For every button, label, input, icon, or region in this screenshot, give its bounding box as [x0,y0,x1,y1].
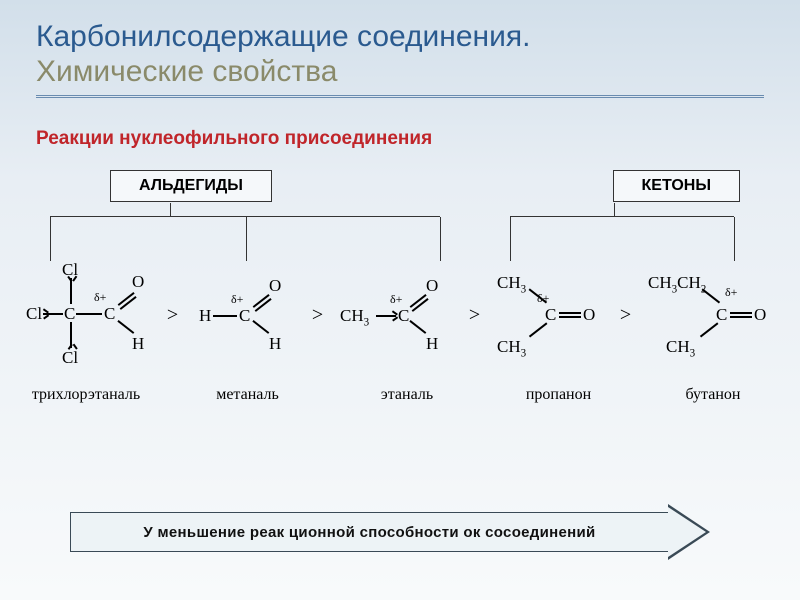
atom-ch3ch2: CH3CH2 [648,273,706,295]
label-methanal: метаналь [185,386,311,404]
title-sub: Химические свойства [36,55,764,90]
title-divider [36,95,764,98]
atom-ch3: CH3 [497,273,526,295]
atom-c: C [104,304,115,324]
bracket-ketones [510,216,734,260]
atom-c: C [545,305,556,325]
arrow-body: У меньшение реак ционной способности ок … [70,512,668,552]
bracket-aldehydes [50,216,440,260]
atom-ch3: CH3 [340,306,369,328]
atom-o: O [269,276,281,296]
formula-methanal: H C O H δ+ [195,270,295,360]
title-main: Карбонилсодержащие соединения. [36,20,764,55]
title-block: Карбонилсодержащие соединения. Химически… [0,0,800,106]
atom-cl: Cl [62,348,78,368]
atom-h: H [426,334,438,354]
compound-labels: трихлорэтаналь метаналь этаналь пропанон… [24,386,776,404]
label-trichloroethanal: трихлорэтаналь [24,386,148,404]
delta-plus: δ+ [231,292,243,307]
arrow-text: У меньшение реак ционной способности ок … [143,524,595,541]
atom-c: C [64,304,75,324]
delta-plus: δ+ [390,292,402,307]
gt-1: > [165,304,180,327]
atom-c: C [398,306,409,326]
category-row: АЛЬДЕГИДЫ КЕТОНЫ [110,170,740,202]
delta-plus: δ+ [725,285,737,300]
formula-row: Cl Cl Cl C C O H δ+ [26,250,774,380]
category-aldehydes: АЛЬДЕГИДЫ [110,170,272,202]
reactivity-arrow: У меньшение реак ционной способности ок … [70,504,730,560]
bracket-row [40,202,760,250]
gt-4: > [618,304,633,327]
gt-3: > [467,304,482,327]
category-ketones: КЕТОНЫ [613,170,740,202]
label-butanone: бутанон [650,386,776,404]
atom-ch3: CH3 [497,337,526,359]
atom-h: H [269,334,281,354]
slide: Карбонилсодержащие соединения. Химически… [0,0,800,600]
formula-ethanal: CH3 C O H δ+ [340,270,452,360]
formula-trichloroethanal: Cl Cl Cl C C O H δ+ [26,256,150,374]
delta-plus: δ+ [94,290,106,305]
gt-2: > [310,304,325,327]
formula-propanone: CH3 CH3 C O δ+ [497,265,603,365]
label-ethanal: этаналь [347,386,467,404]
atom-o: O [132,272,144,292]
label-propanone: пропанон [504,386,614,404]
subtitle-text: Реакции нуклеофильного присоединения [36,128,432,149]
arrow-head-icon [668,504,710,560]
atom-o: O [583,305,595,325]
formula-butanone: CH3CH2 CH3 C O δ+ [648,265,774,365]
atom-h: H [199,306,211,326]
atom-ch3: CH3 [666,337,695,359]
atom-cl: Cl [26,304,42,324]
atom-c: C [239,306,250,326]
atom-c: C [716,305,727,325]
atom-o: O [754,305,766,325]
atom-o: O [426,276,438,296]
atom-h: H [132,334,144,354]
subtitle: Реакции нуклеофильного присоединения [36,128,800,150]
